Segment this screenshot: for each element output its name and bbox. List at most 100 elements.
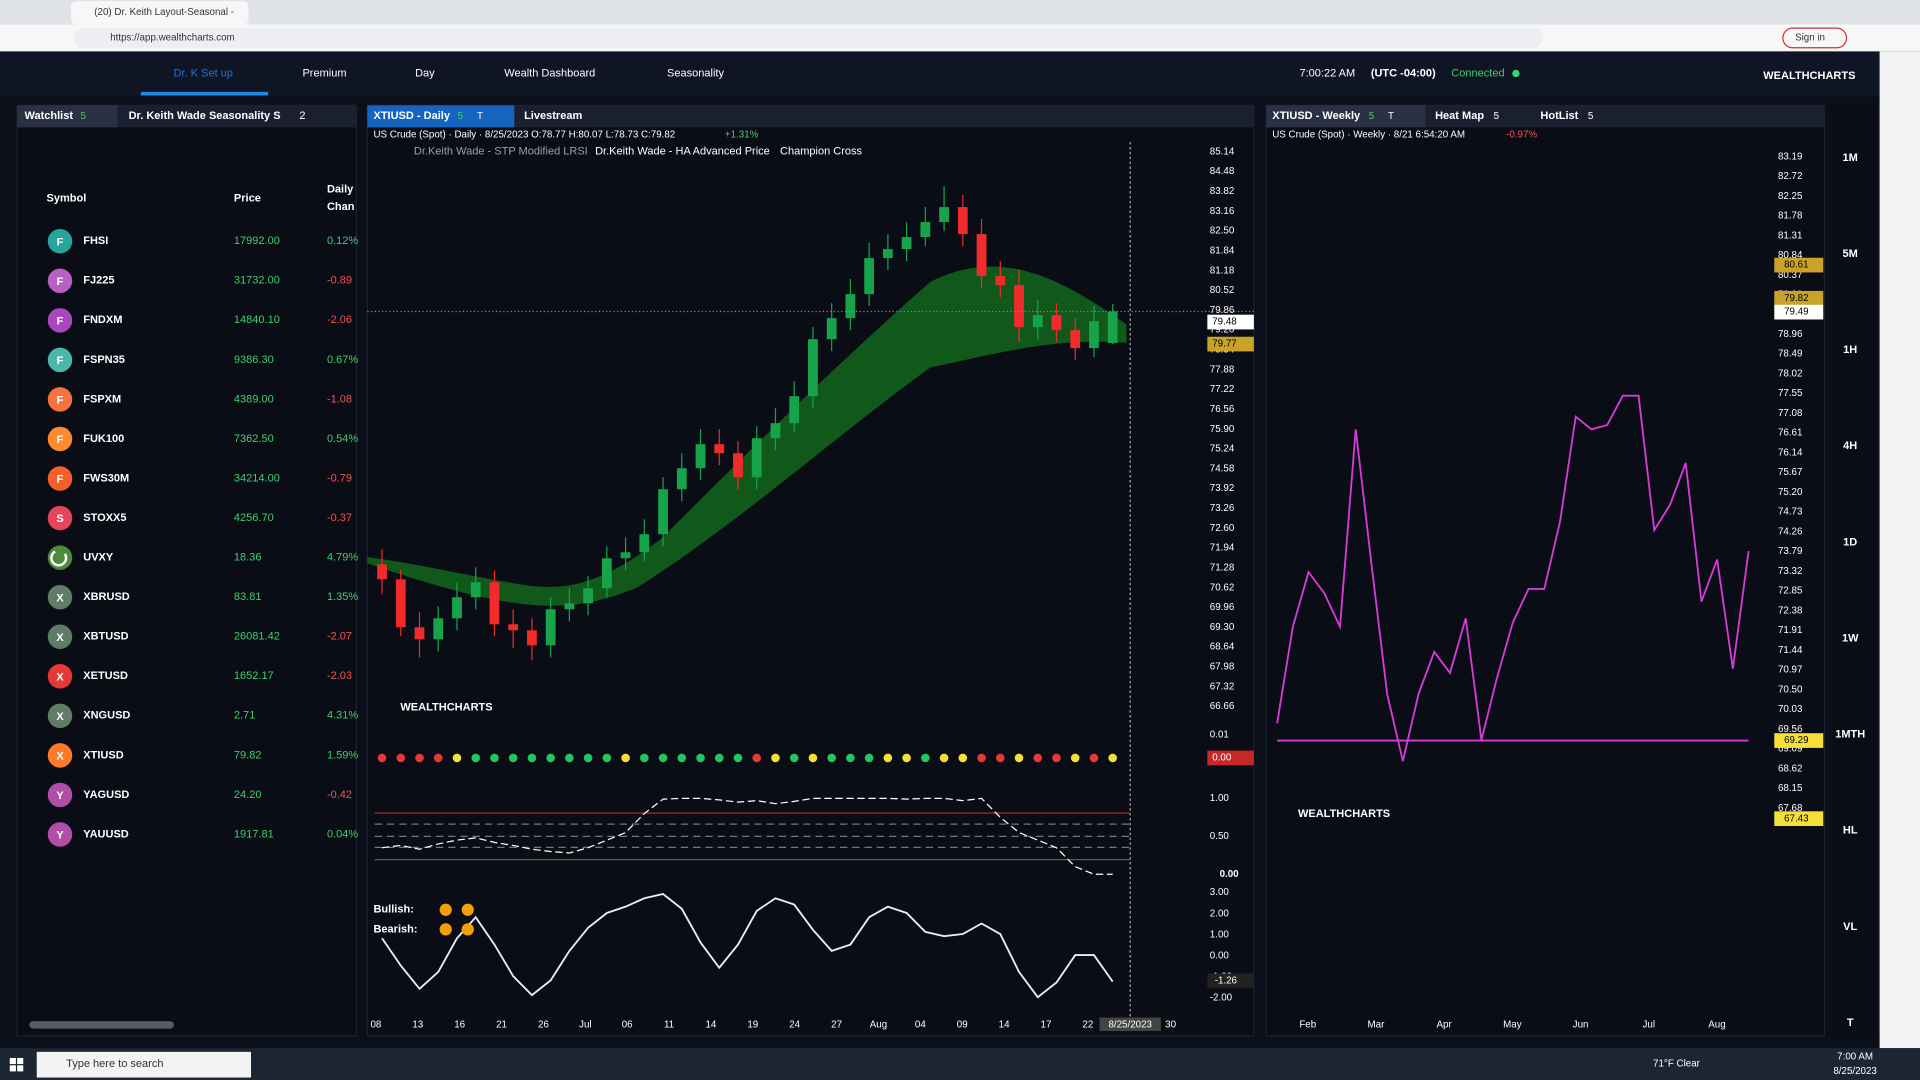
- nav-tab[interactable]: Wealth Dashboard: [504, 67, 595, 79]
- timeframe-button[interactable]: 1H: [1843, 344, 1857, 356]
- taskbar: [0, 1048, 1920, 1080]
- symbol-icon: [47, 782, 73, 808]
- symbol[interactable]: UVXY: [83, 552, 114, 564]
- symbol[interactable]: FSPXM: [83, 393, 121, 405]
- change: -1.08: [327, 393, 352, 405]
- symbol[interactable]: FWS30M: [83, 472, 129, 484]
- y-tick-label: 67.32: [1210, 681, 1234, 692]
- signal-dot: [996, 753, 1005, 763]
- chart-change: -0.97%: [1506, 129, 1537, 140]
- timeframe-button[interactable]: 1MTH: [1835, 729, 1865, 741]
- timeframe-button[interactable]: 1M: [1843, 152, 1858, 164]
- browser-tab[interactable]: [71, 1, 249, 25]
- y-tick-label: 81.84: [1210, 245, 1235, 256]
- nav-tab[interactable]: Seasonality: [667, 67, 724, 79]
- start-icon[interactable]: [17, 1065, 24, 1072]
- candle: [1107, 311, 1118, 344]
- x-tick-label: Aug: [870, 1019, 887, 1030]
- symbol[interactable]: FUK100: [83, 433, 124, 445]
- daily-tab[interactable]: [367, 105, 515, 128]
- tab[interactable]: XTIUSD - Daily: [373, 110, 450, 122]
- symbol[interactable]: FNDXM: [83, 314, 122, 326]
- y-tick-label: 82.72: [1778, 171, 1802, 182]
- symbol[interactable]: XBTUSD: [83, 631, 128, 643]
- timezone: (UTC -04:00): [1371, 67, 1436, 79]
- chart-change: +1.31%: [725, 129, 759, 140]
- signal-dot: [939, 753, 949, 763]
- nav-tab[interactable]: Premium: [302, 67, 346, 79]
- signal-dot: [1070, 753, 1080, 763]
- price-tag: [1774, 304, 1824, 320]
- y-tick-label: 71.28: [1210, 562, 1235, 573]
- url-field[interactable]: [73, 28, 1543, 48]
- x-tick-label: Jul: [579, 1019, 592, 1030]
- icon-letter: X: [56, 711, 64, 723]
- x-tick-label: Feb: [1299, 1019, 1316, 1030]
- timeframe-button[interactable]: 4H: [1843, 440, 1857, 452]
- candle: [1051, 315, 1062, 331]
- watchlist-tab[interactable]: [17, 105, 118, 128]
- nav-tab[interactable]: Day: [415, 67, 435, 79]
- start-icon[interactable]: [17, 1057, 24, 1065]
- symbol[interactable]: FSPN35: [83, 354, 125, 366]
- x-tick-label: 27: [831, 1019, 842, 1030]
- symbol[interactable]: FJ225: [83, 275, 114, 287]
- symbol[interactable]: XNGUSD: [83, 710, 130, 722]
- x-tick-label: 08: [370, 1019, 381, 1030]
- signal-dot: [808, 753, 818, 763]
- candle: [901, 237, 912, 250]
- symbol[interactable]: XTIUSD: [83, 749, 123, 761]
- status-dot: [1512, 69, 1520, 78]
- symbol[interactable]: YAUUSD: [83, 828, 129, 840]
- timeframe-button[interactable]: 5M: [1843, 248, 1858, 260]
- search-box[interactable]: [36, 1051, 252, 1078]
- icon-letter: F: [57, 474, 64, 486]
- y-tick-label: 77.08: [1778, 408, 1803, 419]
- timeframe-button[interactable]: VL: [1843, 921, 1857, 933]
- icon-letter: X: [56, 671, 64, 683]
- tab[interactable]: Heat Map: [1435, 110, 1484, 122]
- search-placeholder[interactable]: Type here to search: [66, 1058, 163, 1070]
- symbol[interactable]: XBRUSD: [83, 591, 130, 603]
- sign-in-button[interactable]: [1782, 27, 1848, 49]
- change: 4.79%: [327, 552, 358, 564]
- price: 26081.42: [234, 631, 280, 643]
- symbol[interactable]: STOXX5: [83, 512, 126, 524]
- signal-dot: [452, 753, 462, 763]
- symbol[interactable]: FHSI: [83, 235, 108, 247]
- change: 0.54%: [327, 433, 358, 445]
- start-icon[interactable]: [9, 1065, 16, 1072]
- symbol[interactable]: YAGUSD: [83, 789, 129, 801]
- timeframe-button[interactable]: T: [1847, 1017, 1854, 1029]
- weekly-tab[interactable]: [1266, 105, 1426, 128]
- symbol-icon: [47, 624, 73, 649]
- timeframe-button[interactable]: 1W: [1842, 632, 1859, 644]
- y-tick-label: 68.64: [1210, 642, 1235, 653]
- tab[interactable]: Watchlist: [24, 110, 73, 122]
- y-tick-label: 83.16: [1210, 206, 1235, 217]
- y-tick-label: 73.79: [1778, 546, 1802, 557]
- tab[interactable]: Livestream: [524, 110, 582, 122]
- price-tag: [1774, 733, 1824, 748]
- indicator[interactable]: Dr.Keith Wade - HA Advanced Price: [595, 146, 770, 158]
- y-tick-label: 82.50: [1210, 226, 1235, 237]
- indicator[interactable]: Champion Cross: [780, 146, 863, 158]
- price-tag: [1207, 314, 1254, 330]
- symbol[interactable]: XETUSD: [83, 670, 128, 682]
- signal-dot: [565, 753, 574, 763]
- tab[interactable]: XTIUSD - Weekly: [1272, 110, 1361, 122]
- icon-letter: X: [56, 751, 64, 763]
- price-tag: [1207, 336, 1254, 352]
- tab[interactable]: Dr. Keith Wade Seasonality S: [129, 110, 281, 122]
- tab[interactable]: HotList: [1540, 110, 1578, 122]
- change: 0.04%: [327, 828, 358, 840]
- indicator[interactable]: Dr.Keith Wade - STP Modified LRSI: [414, 146, 588, 158]
- start-icon[interactable]: [9, 1057, 16, 1065]
- x-tick-label: 06: [622, 1019, 633, 1030]
- timeframe-button[interactable]: 1D: [1843, 536, 1857, 548]
- scrollbar[interactable]: [29, 1021, 174, 1029]
- column-header: Daily: [327, 184, 354, 196]
- icon-letter: F: [57, 434, 64, 446]
- timeframe-button[interactable]: HL: [1843, 825, 1858, 837]
- nav-tab[interactable]: Dr. K Set up: [174, 67, 233, 79]
